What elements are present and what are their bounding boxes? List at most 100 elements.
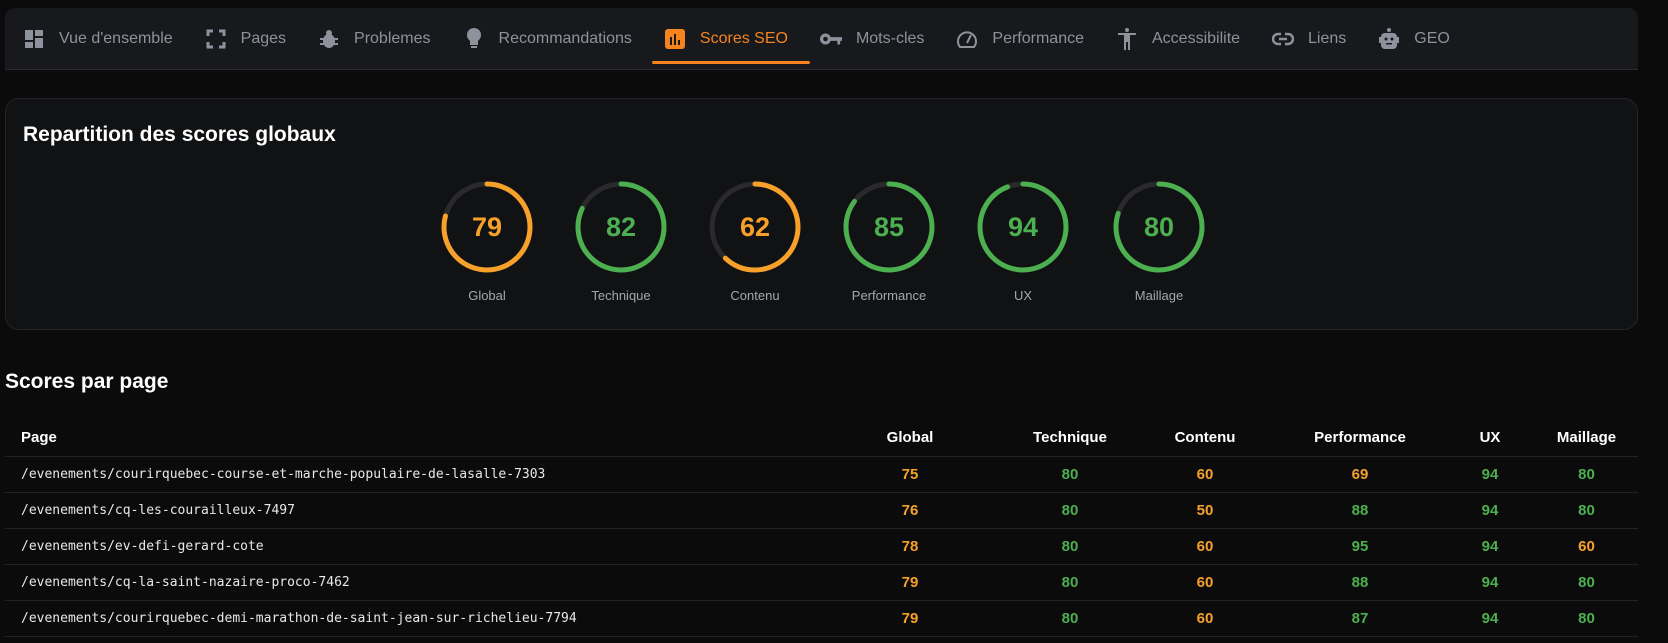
tab-label: Accessibilite: [1152, 29, 1241, 47]
dashboard-icon: [23, 28, 45, 50]
gauge-value: 94: [1007, 212, 1039, 242]
score-cell-global: 75: [815, 456, 1005, 493]
page-url-cell[interactable]: /evenements/ev-defi-gerard-cote: [5, 528, 815, 565]
score-cell-performance: 88: [1275, 564, 1445, 601]
tab-vue-d-ensemble[interactable]: Vue d'ensemble: [23, 8, 191, 69]
tab-liens[interactable]: Liens: [1272, 8, 1364, 69]
column-header-contenu[interactable]: Contenu: [1135, 419, 1275, 457]
gauge-arc: [575, 181, 667, 273]
tab-label: Vue d'ensemble: [59, 29, 173, 47]
gauge-value: 80: [1143, 212, 1175, 242]
tab-performance[interactable]: Performance: [956, 8, 1102, 69]
score-gauge-performance: 85 Performance: [834, 179, 944, 303]
column-header-technique[interactable]: Technique: [1005, 419, 1135, 457]
score-cell-technique: 80: [1005, 492, 1135, 529]
tab-pages[interactable]: Pages: [205, 8, 304, 69]
score-cell-technique: 80: [1005, 456, 1135, 493]
score-cell-ux: 94: [1445, 528, 1535, 565]
score-cell-maillage: 80: [1535, 492, 1638, 529]
tab-label: Pages: [240, 29, 287, 47]
score-cell-technique: 80: [1005, 600, 1135, 637]
gauge-label: Global: [468, 288, 506, 303]
tab-bar: Vue d'ensemble Pages Problemes Recommandati…: [5, 8, 1638, 70]
page-url-cell[interactable]: /evenements/cq-les-courailleux-7497: [5, 492, 815, 529]
tab-label: Scores SEO: [699, 29, 788, 47]
robot-icon: [1378, 27, 1400, 50]
tab-label: Performance: [992, 29, 1084, 47]
score-cell-global: 76: [815, 492, 1005, 529]
table-row[interactable]: /evenements/cq-les-courailleux-7497 76 80 5…: [5, 492, 1638, 529]
gauge-ring: [709, 181, 801, 273]
tab-scores-seo[interactable]: Scores SEO: [651, 8, 810, 69]
tab-label: Problemes: [354, 29, 431, 47]
score-cell-global: 79: [815, 600, 1005, 637]
tab-accessibilite[interactable]: Accessibilite: [1116, 8, 1258, 69]
tab-mots-cles[interactable]: Mots-cles: [819, 8, 942, 69]
score-cell-contenu: 60: [1135, 456, 1275, 493]
table-row[interactable]: /evenements/ev-defi-gerard-cote 78 80 60 95 9…: [5, 528, 1638, 565]
score-cell-global: 79: [815, 564, 1005, 601]
page-scores-title: Scores par page: [5, 370, 169, 393]
column-header-page[interactable]: Page: [5, 419, 815, 457]
gauge-value: 85: [873, 212, 905, 242]
table-row[interactable]: /evenements/cq-la-saint-nazaire-proco-74…: [5, 564, 1638, 601]
score-cell-technique: 80: [1005, 528, 1135, 565]
page-url-cell[interactable]: /evenements/courirquebec-course-et-march…: [5, 456, 815, 493]
tab-label: Recommandations: [498, 29, 632, 47]
column-header-performance[interactable]: Performance: [1275, 419, 1445, 457]
score-gauge-ux: 94 UX: [968, 179, 1078, 303]
gauge-arc: [441, 181, 533, 273]
score-cell-global: 78: [815, 528, 1005, 565]
gauge-ring: [1113, 181, 1205, 273]
score-cell-maillage: 80: [1535, 456, 1638, 493]
score-gauge-contenu: 62 Contenu: [700, 179, 810, 303]
global-scores-card: Repartition des scores globaux 79 Global 8…: [5, 98, 1638, 330]
gauge-label: UX: [1013, 288, 1033, 303]
score-cell-performance: 95: [1275, 528, 1445, 565]
tab-label: GEO: [1414, 29, 1450, 47]
table-row[interactable]: /evenements/courirquebec-course-et-march…: [5, 456, 1638, 493]
tab-recommandations[interactable]: Recommandations: [463, 8, 650, 69]
gauge-value: 62: [739, 212, 771, 242]
gauge-ring: [977, 181, 1069, 273]
page-scores-table: Page Global Technique Contenu Performance UX M…: [5, 419, 1638, 637]
accessibility-icon: [1116, 27, 1138, 50]
speedometer-icon: [956, 28, 978, 50]
score-cell-technique: 80: [1005, 564, 1135, 601]
score-cell-ux: 94: [1445, 456, 1535, 493]
gauge-label: Performance: [851, 288, 927, 303]
card-title: Repartition des scores globaux: [23, 123, 336, 146]
gauge-arc: [977, 181, 1069, 273]
key-icon: [819, 28, 842, 50]
column-header-global[interactable]: Global: [815, 419, 1005, 457]
tab-geo[interactable]: GEO: [1378, 8, 1468, 69]
table-row[interactable]: /evenements/courirquebec-demi-marathon-d…: [5, 600, 1638, 637]
score-gauge-maillage: 80 Maillage: [1104, 179, 1214, 303]
gauge-ring: [575, 181, 667, 273]
column-header-ux[interactable]: UX: [1445, 419, 1535, 457]
gauge-label: Contenu: [730, 288, 780, 303]
pages-icon: [205, 28, 227, 50]
score-cell-performance: 88: [1275, 492, 1445, 529]
tab-label: Liens: [1308, 29, 1347, 47]
gauge-ring: [843, 181, 935, 273]
page-url-cell[interactable]: /evenements/cq-la-saint-nazaire-proco-74…: [5, 564, 815, 601]
gauge-value: 79: [471, 212, 503, 242]
lightbulb-icon: [463, 27, 485, 50]
page-url-cell[interactable]: /evenements/courirquebec-demi-marathon-d…: [5, 600, 815, 637]
score-cell-contenu: 60: [1135, 600, 1275, 637]
score-cell-ux: 94: [1445, 564, 1535, 601]
tab-label: Mots-cles: [855, 29, 925, 47]
score-cell-ux: 94: [1445, 600, 1535, 637]
column-header-maillage[interactable]: Maillage: [1535, 419, 1638, 457]
gauge-label: Maillage: [1134, 288, 1184, 303]
gauge-label: Technique: [591, 288, 651, 303]
score-cell-maillage: 80: [1535, 564, 1638, 601]
tab-problemes[interactable]: Problemes: [318, 8, 448, 69]
gauge-arc: [1113, 181, 1205, 273]
score-cell-performance: 69: [1275, 456, 1445, 493]
score-cell-ux: 94: [1445, 492, 1535, 529]
score-cell-contenu: 60: [1135, 564, 1275, 601]
score-cell-performance: 87: [1275, 600, 1445, 637]
score-gauge-global: 79 Global: [432, 179, 542, 303]
